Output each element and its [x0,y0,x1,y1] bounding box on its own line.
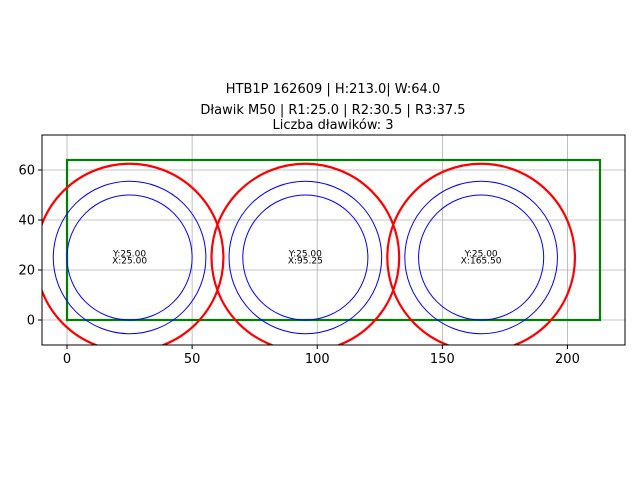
gland-3-circle-r3 [386,162,577,345]
gland-1-label-x: X:25.00 [112,257,147,267]
title-line-3: Liczba dławików: 3 [272,118,393,133]
x-tick-label: 150 [430,352,455,367]
gland-2-circle-r1 [242,194,369,321]
annotations: Y:25.00X:25.00Y:25.00X:95.25Y:25.00X:165… [112,250,502,267]
x-tick-label: 200 [555,352,580,367]
y-tick-label: 20 [18,264,35,279]
gland-1-circle-r2 [52,180,207,335]
x-axis: 0 50 100 150 200 [63,345,580,367]
title-line-1: HTB1P 162609 | H:213.0| W:64.0 [226,82,440,97]
gland-1-label-y: Y:25.00 [112,250,146,260]
enclosure-rectangle [65,158,602,322]
gland-3-circle-r1 [418,194,545,321]
gland-3-label-y: Y:25.00 [464,250,498,260]
title-line-2: Dławik M50 | R1:25.0 | R2:30.5 | R3:37.5 [200,103,465,118]
y-tick-label: 60 [18,164,35,179]
gland-3-label-x: X:165.50 [461,257,502,267]
y-tick-label: 0 [27,314,35,329]
y-tick-label: 40 [18,214,35,229]
chart-title: HTB1P 162609 | H:213.0| W:64.0 Dławik M5… [200,82,465,133]
x-tick-label: 50 [184,352,201,367]
gland-1-circle-r1 [66,194,193,321]
y-axis: 0 20 40 60 [18,164,42,329]
gland-2-label-y: Y:25.00 [288,250,322,260]
gland-3-circle-r2 [404,180,558,335]
gland-1-circle-r3 [42,162,225,345]
gland-2-label-x: X:95.25 [288,257,323,267]
x-tick-label: 0 [63,352,71,367]
plot-marks [42,158,602,345]
gland-2-circle-r2 [228,180,383,335]
gland-2-circle-r3 [210,162,401,345]
x-tick-label: 100 [305,352,330,367]
axes-frame [41,134,626,346]
